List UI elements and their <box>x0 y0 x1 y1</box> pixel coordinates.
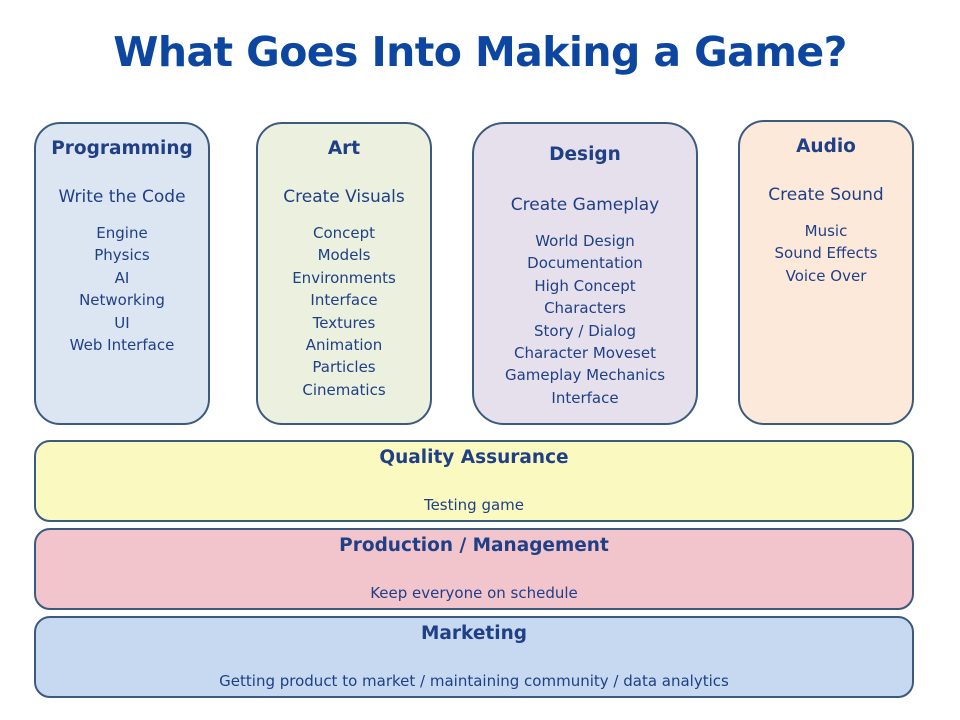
list-item: Characters <box>544 299 626 318</box>
list-item: Interface <box>310 291 378 310</box>
box-subtitle: Create Sound <box>768 185 884 205</box>
list-item: Models <box>317 246 371 265</box>
art-box: Art Create Visuals Concept Models Enviro… <box>256 122 432 425</box>
list-item: Concept <box>312 224 376 242</box>
list-item: Interface <box>551 388 619 407</box>
quality-assurance-box: Quality Assurance Testing game <box>34 440 914 522</box>
marketing-box: Marketing Getting product to market / ma… <box>34 616 914 698</box>
box-title: Production / Management <box>339 535 609 556</box>
box-title: Marketing <box>421 623 527 644</box>
list-item: UI <box>114 313 130 332</box>
list-item: Physics <box>94 246 150 265</box>
list-item: Animation <box>305 336 383 355</box>
list-item: Environments <box>292 268 396 287</box>
list-item: Particles <box>312 358 376 377</box>
box-subtitle: Getting product to market / maintaining … <box>219 672 729 690</box>
list-item: Engine <box>96 224 148 242</box>
box-items: Concept Models Environments Interface Te… <box>258 222 430 401</box>
box-subtitle: Create Visuals <box>283 187 405 207</box>
list-item: Character Moveset <box>514 344 656 363</box>
list-item: Voice Over <box>785 266 867 285</box>
page-title: What Goes Into Making a Game? <box>113 28 847 76</box>
list-item: Sound Effects <box>774 244 878 263</box>
list-item: Networking <box>79 291 165 310</box>
box-title: Design <box>549 144 621 165</box>
list-item: AI <box>114 268 130 287</box>
production-management-box: Production / Management Keep everyone on… <box>34 528 914 610</box>
audio-box: Audio Create Sound Music Sound Effects V… <box>738 120 914 425</box>
design-box: Design Create Gameplay World Design Docu… <box>472 122 698 425</box>
list-item: Textures <box>312 313 376 332</box>
box-subtitle: Keep everyone on schedule <box>370 584 578 602</box>
box-title: Audio <box>796 136 856 157</box>
box-title: Programming <box>51 138 193 159</box>
box-items: World Design Documentation High Concept … <box>474 230 696 409</box>
box-subtitle: Write the Code <box>58 187 186 207</box>
list-item: High Concept <box>534 276 636 295</box>
list-item: World Design <box>535 232 635 250</box>
box-title: Art <box>327 138 361 159</box>
list-item: Cinematics <box>302 380 386 399</box>
list-item: Music <box>804 222 848 240</box>
programming-box: Programming Write the Code Engine Physic… <box>34 122 210 425</box>
list-item: Gameplay Mechanics <box>504 366 666 385</box>
box-items: Engine Physics AI Networking UI Web Inte… <box>36 222 208 356</box>
list-item: Documentation <box>527 254 643 273</box>
list-item: Story / Dialog <box>534 321 636 340</box>
box-title: Quality Assurance <box>379 447 569 468</box>
box-items: Music Sound Effects Voice Over <box>740 220 912 287</box>
box-subtitle: Testing game <box>423 496 525 514</box>
list-item: Web Interface <box>69 336 175 355</box>
box-subtitle: Create Gameplay <box>510 195 660 215</box>
